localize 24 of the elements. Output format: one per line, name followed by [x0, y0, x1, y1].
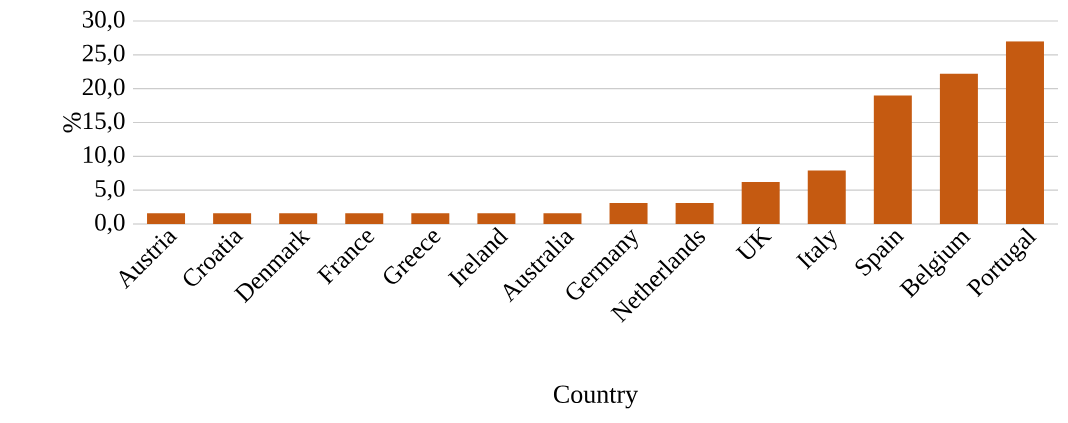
x-axis-title: Country	[553, 385, 639, 409]
y-tick-label: 10,0	[83, 146, 125, 167]
x-tick-label: Italy	[795, 229, 837, 270]
bar	[609, 203, 648, 224]
bar	[543, 213, 582, 224]
y-axis-title: %	[63, 112, 81, 133]
bar	[477, 213, 516, 224]
bar	[939, 73, 978, 224]
bar	[213, 213, 252, 224]
bar	[741, 182, 780, 224]
x-tick-label: UK	[735, 226, 773, 259]
bar	[807, 170, 846, 224]
y-tick-label: 30,0	[82, 10, 125, 32]
y-tick-label: 25,0	[82, 44, 125, 66]
bar	[411, 213, 450, 224]
bar	[147, 213, 186, 224]
y-tick-label: 5,0	[95, 179, 125, 201]
y-tick-label: 15,0	[83, 112, 125, 133]
y-tick-label: 20,0	[82, 78, 125, 99]
bar	[1005, 41, 1044, 224]
bar	[279, 213, 318, 224]
bar	[675, 203, 714, 224]
bar	[873, 95, 912, 224]
bar	[345, 213, 384, 224]
